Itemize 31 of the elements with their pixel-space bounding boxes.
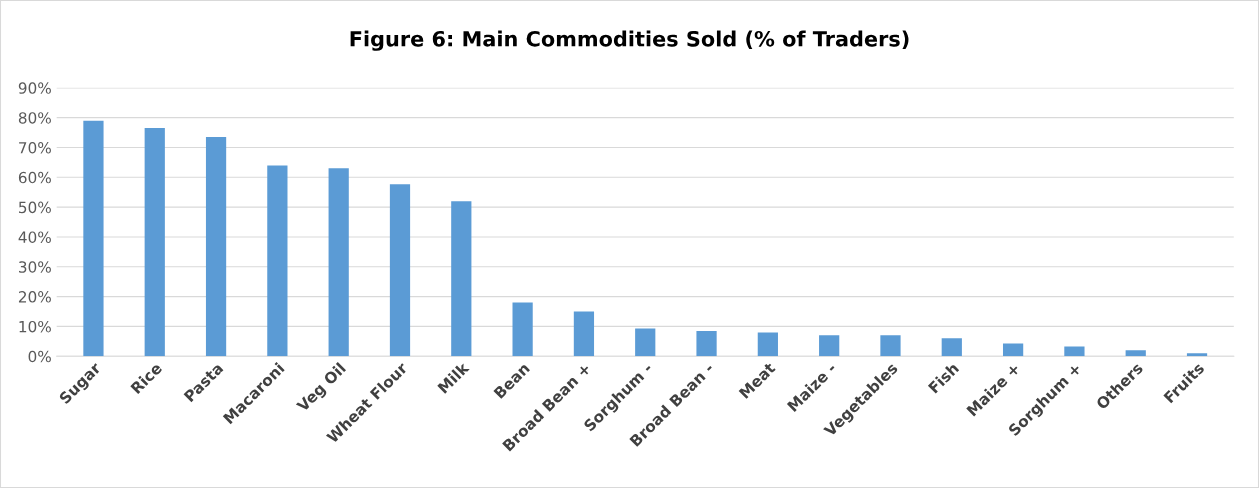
chart-title: Figure 6: Main Commodities Sold (% of Traders) <box>350 30 909 51</box>
bar <box>1002 343 1024 357</box>
bar <box>144 128 165 357</box>
y-tick-label: 30% <box>19 261 51 273</box>
bar <box>573 311 595 357</box>
y-tick-label: 10% <box>19 320 51 333</box>
bar <box>267 165 288 357</box>
y-tick-label: 60% <box>18 171 51 184</box>
y-tick-label: 50% <box>19 201 51 214</box>
y-tick-label: 70% <box>19 141 51 154</box>
y-tick-label: 40% <box>18 231 51 243</box>
bar <box>1186 353 1208 357</box>
bar <box>328 168 349 357</box>
bar <box>205 137 227 357</box>
bar <box>512 302 533 357</box>
bar <box>635 328 656 357</box>
bar <box>757 332 778 357</box>
y-tick-label: 0% <box>28 350 51 363</box>
bar <box>389 184 411 357</box>
bar <box>1125 350 1146 357</box>
bar <box>880 335 901 357</box>
y-tick-label: 90% <box>18 82 51 94</box>
y-tick-label: 20% <box>18 291 51 303</box>
bar <box>451 201 472 357</box>
bar <box>83 120 104 357</box>
y-tick-label: 80% <box>18 112 51 124</box>
x-tick-label: Veg Oil <box>295 362 349 415</box>
bar <box>1064 346 1085 357</box>
bar <box>819 335 840 357</box>
bar <box>941 338 962 357</box>
bar <box>696 330 717 357</box>
